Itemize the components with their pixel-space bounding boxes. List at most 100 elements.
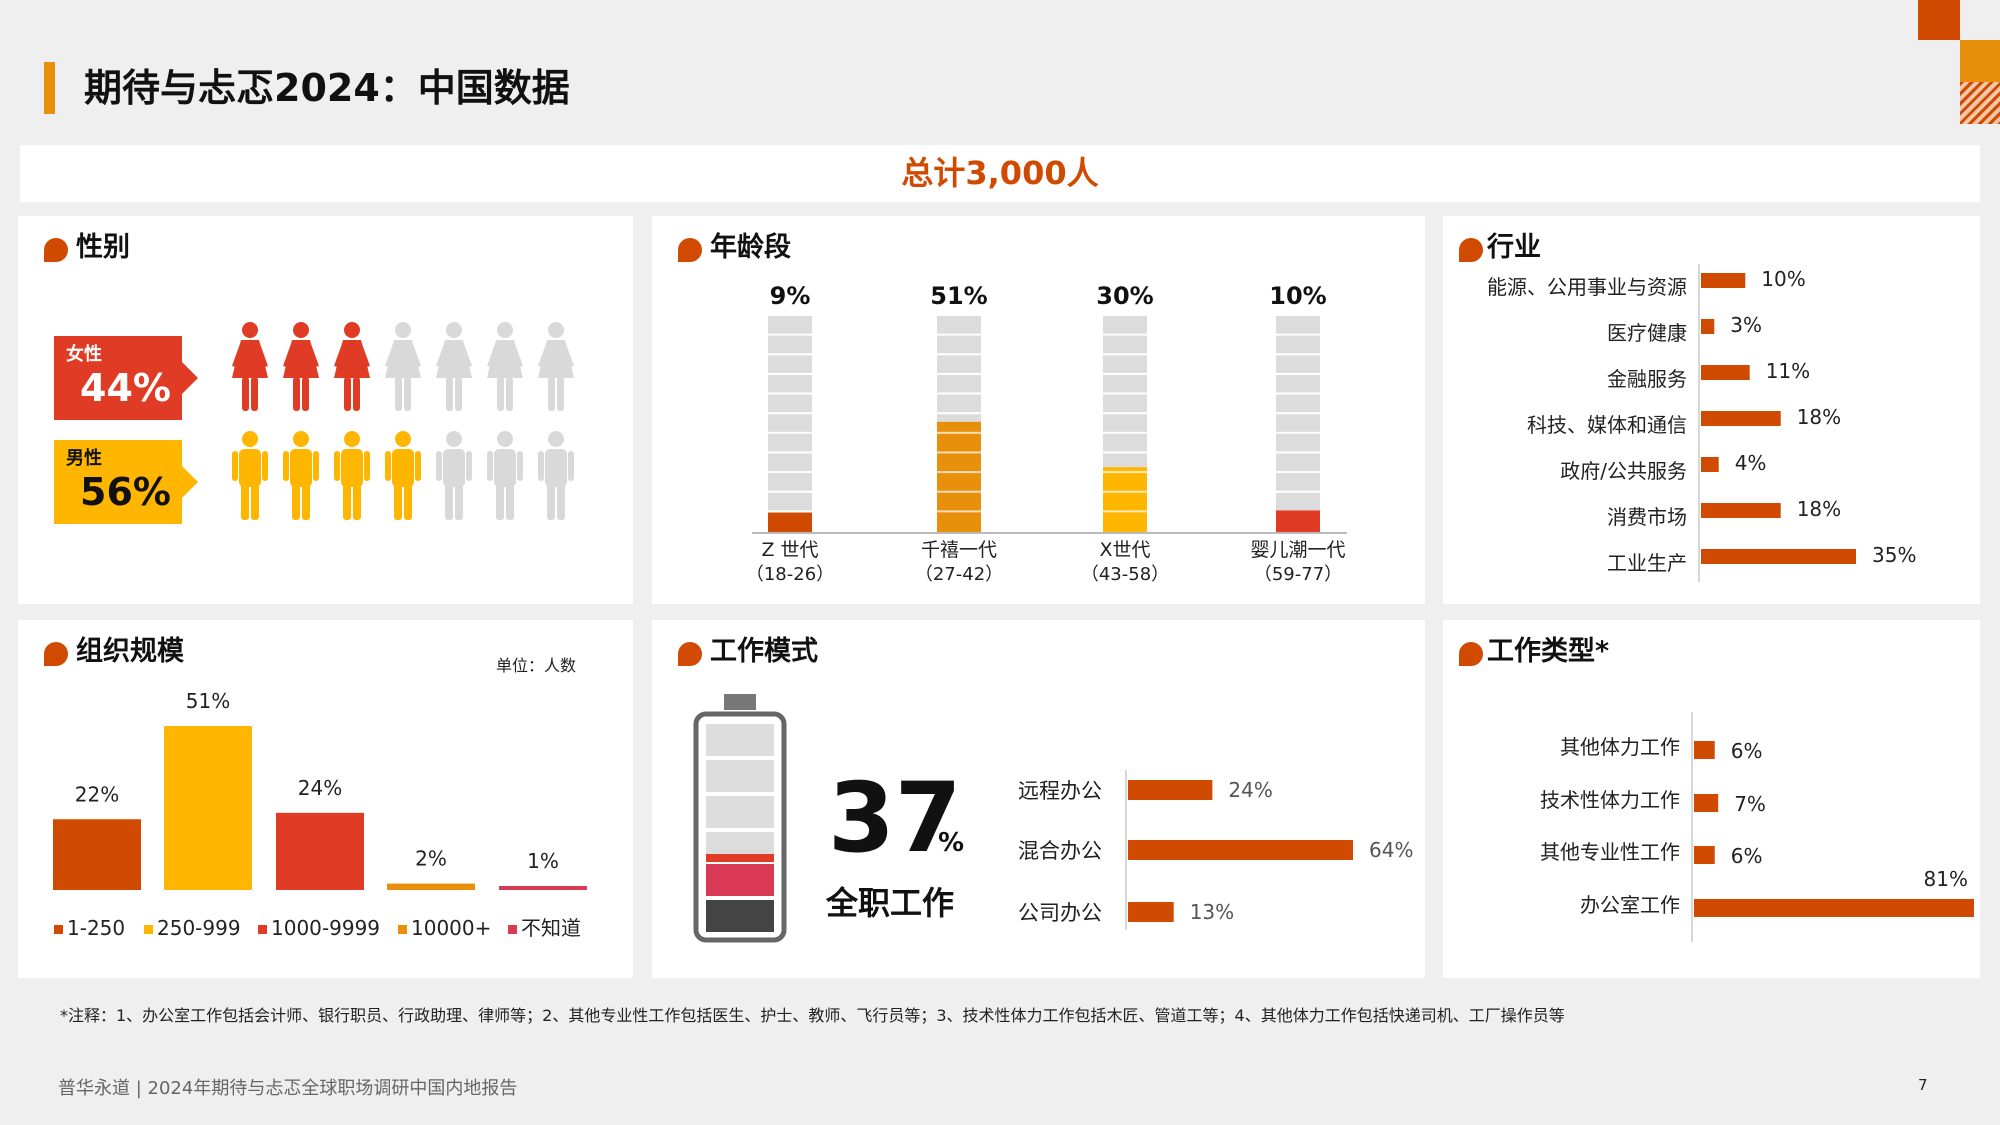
workmode-bar xyxy=(1128,902,1174,922)
female-person-icon xyxy=(436,322,472,411)
female-box: 女性 44% xyxy=(54,336,198,420)
age-bar-divider xyxy=(937,451,981,454)
org-legend-swatch xyxy=(508,925,517,934)
industry-label: 工业生产 xyxy=(1607,551,1687,575)
org-panel: 组织规模 单位：人数 22% 51% 24% 2% 1% 1-250 250-999 1000… xyxy=(18,620,633,978)
industry-bar xyxy=(1701,365,1750,380)
org-legend-label: 1000-9999 xyxy=(271,916,380,940)
org-bar xyxy=(387,883,475,890)
age-bar-segment xyxy=(768,492,812,511)
total-banner: 总计3,000人 xyxy=(20,145,1980,202)
worktype-pct: 6% xyxy=(1731,844,1763,868)
female-person-icon xyxy=(334,322,370,411)
age-bar-segment xyxy=(768,335,812,354)
age-group-name: X世代 xyxy=(1099,539,1150,561)
age-bar-segment xyxy=(768,316,812,334)
worktype-label: 其他体力工作 xyxy=(1560,735,1680,759)
age-bar-segment xyxy=(937,335,981,354)
footer-text: 普华永道 | 2024年期待与忐忑全球职场调研中国内地报告 xyxy=(58,1078,518,1099)
industry-bar xyxy=(1701,457,1719,472)
male-label: 男性 xyxy=(66,448,102,469)
page-number: 7 xyxy=(1918,1076,1928,1094)
industry-bar xyxy=(1701,549,1856,564)
age-bar-segment xyxy=(1103,414,1147,432)
age-bar-fill xyxy=(1276,510,1320,532)
age-bar-segment xyxy=(1103,394,1147,413)
age-bar-segment xyxy=(1276,453,1320,472)
age-bar-divider xyxy=(1103,471,1147,474)
age-bar-segment xyxy=(768,355,812,373)
title-accent-bar xyxy=(44,62,55,114)
male-person-icon xyxy=(334,431,370,520)
age-pct-label: 10% xyxy=(1269,282,1326,310)
age-title: 年龄段 xyxy=(710,232,791,263)
age-bar-divider xyxy=(937,510,981,513)
workmode-label: 公司办公 xyxy=(1018,901,1102,925)
age-bar-segment xyxy=(1276,473,1320,491)
male-pct: 56% xyxy=(80,470,171,514)
org-title: 组织规模 xyxy=(76,636,184,667)
age-bar-segment xyxy=(937,374,981,393)
age-pct-label: 51% xyxy=(930,282,987,310)
female-person-icon xyxy=(538,322,574,411)
industry-bar xyxy=(1701,411,1781,426)
worktype-pct: 7% xyxy=(1734,792,1766,816)
org-pct-label: 51% xyxy=(186,689,230,713)
industry-panel: 行业 能源、公用事业与资源 10% 医疗健康 3% 金融服务 11% 科技、媒体和通信 18%… xyxy=(1443,216,1980,604)
age-group-name: 千禧一代 xyxy=(921,539,997,561)
org-legend-label: 1-250 xyxy=(67,916,125,940)
age-group-range: （27-42） xyxy=(915,564,1003,585)
section-bullet-icon xyxy=(1459,238,1483,262)
age-bar-segment xyxy=(937,394,981,413)
age-bar-segment xyxy=(1103,433,1147,452)
fulltime-number: 37 xyxy=(828,762,962,874)
age-bar-segment xyxy=(1276,335,1320,354)
section-bullet-icon xyxy=(678,642,702,666)
org-legend-swatch xyxy=(144,925,153,934)
age-bar-segment xyxy=(1103,453,1147,472)
industry-pct: 10% xyxy=(1761,267,1805,291)
workmode-panel: 工作模式 37 % 全职工作 远程办公 24% 混合办公 64% 公司办公 13% xyxy=(652,620,1425,978)
age-bar-segment xyxy=(1276,433,1320,452)
age-bar-segment xyxy=(1103,316,1147,334)
age-group-name: 婴儿潮一代 xyxy=(1250,539,1345,561)
org-pct-label: 22% xyxy=(75,782,119,806)
workmode-chart: 远程办公 24% 混合办公 64% 公司办公 13% xyxy=(1018,770,1413,930)
industry-pct: 18% xyxy=(1797,497,1841,521)
industry-label: 金融服务 xyxy=(1607,367,1687,391)
industry-pct: 3% xyxy=(1730,313,1762,337)
age-bar-segment xyxy=(1276,374,1320,393)
industry-chart: 能源、公用事业与资源 10% 医疗健康 3% 金融服务 11% 科技、媒体和通信 18% 政府/… xyxy=(1487,264,1916,582)
org-legend-label: 不知道 xyxy=(521,916,581,940)
age-group-range: （43-58） xyxy=(1081,564,1169,585)
age-bar-segment xyxy=(937,316,981,334)
section-bullet-icon xyxy=(44,642,68,666)
worktype-bar xyxy=(1694,794,1719,812)
age-bar-divider xyxy=(1103,510,1147,513)
male-person-icon xyxy=(538,431,574,520)
workmode-label: 远程办公 xyxy=(1018,779,1102,803)
age-bar-divider xyxy=(1103,490,1147,493)
worktype-bar xyxy=(1694,899,1974,917)
age-pct-label: 9% xyxy=(770,282,811,310)
age-bar-divider xyxy=(937,431,981,434)
age-group-range: （59-77） xyxy=(1254,564,1342,585)
male-person-icon xyxy=(232,431,268,520)
male-box: 男性 56% xyxy=(54,440,198,524)
footnote: *注释：1、办公室工作包括会计师、银行职员、行政助理、律师等；2、其他专业性工作… xyxy=(60,1006,1565,1025)
age-bar-segment xyxy=(768,453,812,472)
age-bar-segment xyxy=(1276,394,1320,413)
industry-label: 医疗健康 xyxy=(1607,321,1687,345)
org-pct-label: 24% xyxy=(298,776,342,800)
male-person-icon xyxy=(385,431,421,520)
workmode-bar xyxy=(1128,780,1213,800)
worktype-title: 工作类型* xyxy=(1487,636,1610,667)
corner-decoration xyxy=(1960,82,2000,124)
worktype-chart: 其他体力工作 6% 技术性体力工作 7% 其他专业性工作 6% 办公室工作 81% xyxy=(1540,712,1974,942)
age-bar-divider xyxy=(937,471,981,474)
female-label: 女性 xyxy=(66,344,102,365)
age-bar-segment xyxy=(1103,355,1147,373)
org-bar xyxy=(164,726,252,890)
age-group-range: （18-26） xyxy=(746,564,834,585)
male-person-icon xyxy=(283,431,319,520)
